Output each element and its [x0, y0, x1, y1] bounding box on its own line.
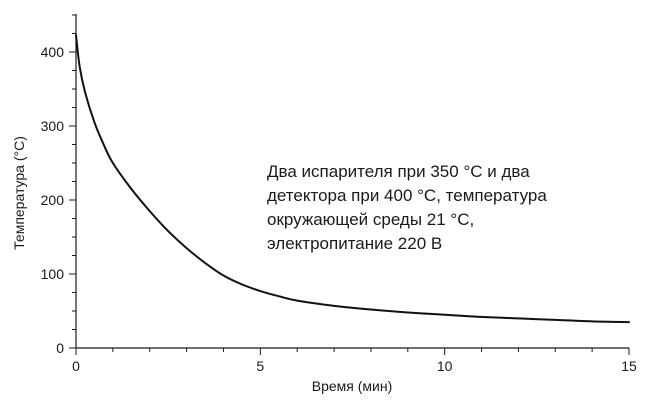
y-tick-label: 100: [41, 266, 65, 282]
x-tick-label: 10: [437, 358, 453, 374]
y-tick-label: 300: [41, 118, 65, 134]
x-tick-label: 5: [256, 358, 264, 374]
chart-annotation: Два испарителя при 350 °С и два детектор…: [267, 160, 627, 256]
y-tick-label: 400: [41, 44, 65, 60]
series-line: [75, 33, 630, 324]
series-layer: [75, 33, 630, 324]
ticks: 0 100 200 300 400 0 5 10 15: [41, 14, 637, 374]
y-tick-label: 200: [41, 192, 65, 208]
annotation-line-1: Два испарителя при 350 °С и два: [267, 162, 530, 181]
y-axis-label: Температура (°С): [11, 136, 27, 250]
annotation-line-3: окружающей среды 21 °С,: [267, 210, 475, 229]
x-tick-label: 15: [621, 358, 637, 374]
annotation-line-2: детектора при 400 °С, температура: [267, 186, 547, 205]
x-tick-label: 0: [72, 358, 80, 374]
y-tick-label: 0: [56, 340, 64, 356]
x-axis-label: Время (мин): [312, 378, 393, 394]
annotation-line-4: электропитание 220 В: [267, 234, 443, 253]
